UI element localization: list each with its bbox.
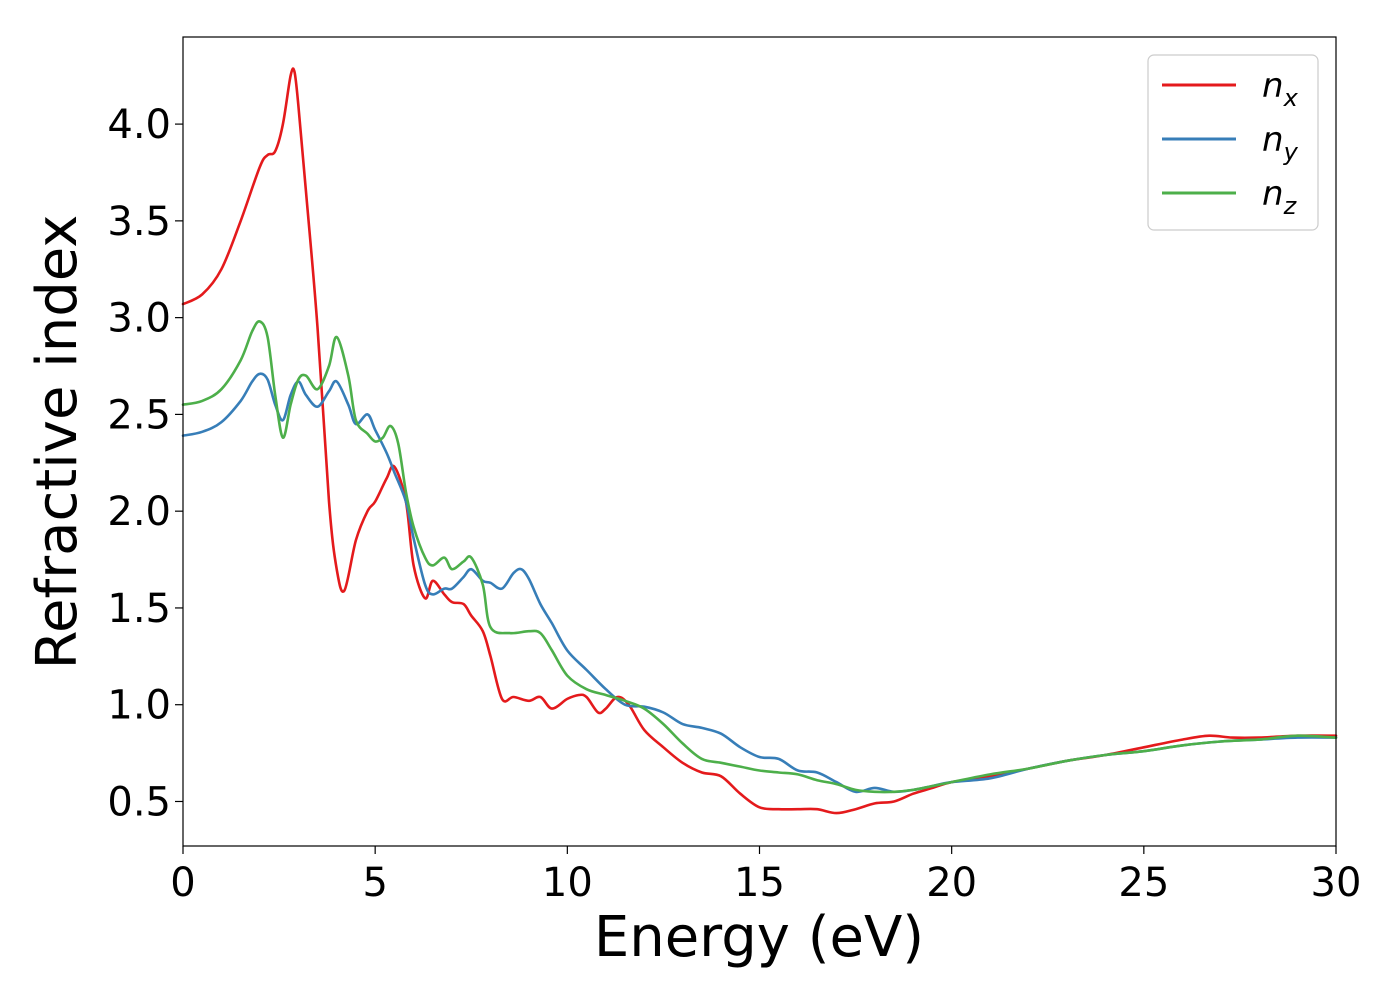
- x-tick-label: 10: [542, 860, 593, 906]
- legend-items: nx ny nz: [1162, 66, 1299, 220]
- y-tick-label: 0.5: [107, 779, 171, 825]
- x-tick-label: 0: [170, 860, 195, 906]
- legend: nx ny nz: [1147, 54, 1319, 231]
- legend-label-nx: nx: [1262, 66, 1299, 112]
- series-lines: [181, 67, 1338, 815]
- y-axis-ticks: 0.5 1.0 1.5 2.0 2.5 3.0 3.5 4.0: [107, 102, 183, 825]
- series-line-nz: [181, 320, 1338, 794]
- x-tick-label: 20: [926, 860, 977, 906]
- y-tick-label: 4.0: [107, 102, 171, 148]
- y-tick-label: 3.0: [107, 296, 171, 342]
- x-tick-label: 5: [362, 860, 387, 906]
- x-tick-label: 15: [734, 860, 785, 906]
- series-line-ny: [181, 372, 1338, 794]
- x-axis-ticks: 0 5 10 15 20 25 30: [170, 846, 1361, 906]
- legend-label-nz: nz: [1262, 174, 1298, 220]
- legend-label-ny: ny: [1262, 120, 1299, 166]
- y-tick-label: 2.0: [107, 489, 171, 535]
- y-tick-label: 1.5: [107, 586, 171, 632]
- x-tick-label: 30: [1311, 860, 1362, 906]
- y-tick-label: 2.5: [107, 392, 171, 438]
- legend-box: [1147, 54, 1319, 231]
- x-tick-label: 25: [1118, 860, 1169, 906]
- y-tick-label: 1.0: [107, 683, 171, 729]
- x-axis-title: Energy (eV): [594, 905, 924, 970]
- y-tick-label: 3.5: [107, 199, 171, 245]
- series-line-nx: [181, 67, 1338, 815]
- y-axis-title: Refractive index: [25, 215, 90, 670]
